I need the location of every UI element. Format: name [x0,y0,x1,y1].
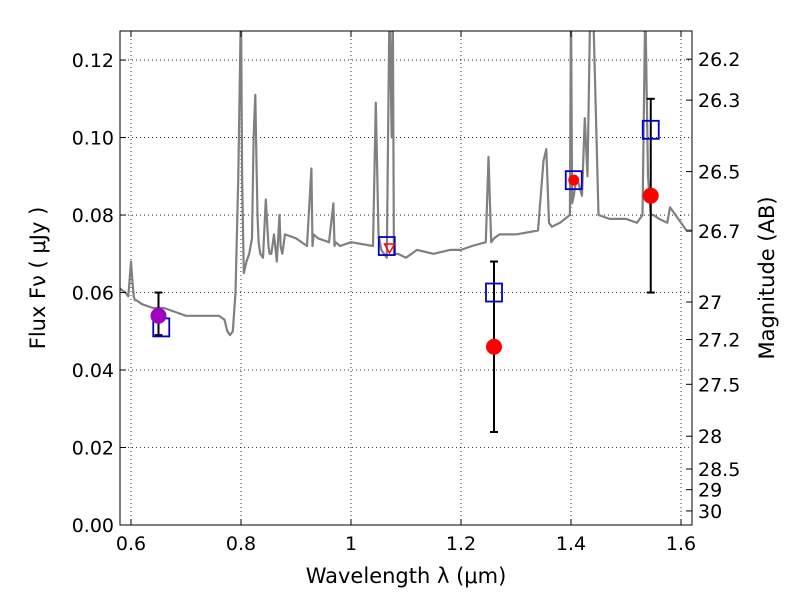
data-points-layer [150,97,660,434]
y-right-tick-label: 29 [698,480,722,502]
y-tick-label: 0.08 [72,205,114,227]
observed-triangle-marker [383,243,396,255]
plot-frame [119,30,693,526]
y-right-tick-label: 27 [698,292,722,314]
model-photometry-box [564,170,583,191]
y-right-tick-label: 26.3 [698,90,740,112]
observed-point [568,174,580,186]
y-tick-label: 0.00 [72,515,114,537]
y-right-tick-label: 26.2 [698,49,740,71]
model-photometry-box [485,282,503,303]
grid [120,31,692,525]
x-axis-label: Wavelength λ (μm) [306,564,507,588]
model-spectrum-layer [120,31,692,337]
observed-point [486,338,502,355]
x-tick-label: 1.2 [446,533,476,555]
y-right-tick-label: 26.5 [698,162,740,184]
model-spectrum-line [120,31,692,337]
x-tick-label: 1.4 [556,533,586,555]
x-tick-label: 1.6 [666,533,696,555]
y-tick-label: 0.10 [72,128,114,150]
observed-point [642,187,659,204]
y-tick-label: 0.06 [72,283,114,305]
y-right-tick-label: 27.2 [698,330,740,352]
observed-point [150,307,167,324]
axis-ticks: 0.6 0.8 1 1.2 1.4 1.6 0.00 0.02 0.04 0.06 0.08 0.10… [72,31,740,555]
y-tick-label: 0.12 [72,50,114,72]
y-axis-label: Flux Fν ( μJy ) [26,207,50,350]
y-tick-label: 0.02 [72,438,114,460]
model-photometry-box [377,236,396,256]
y-tick-label: 0.04 [72,360,114,382]
y-right-tick-label: 27.5 [698,374,740,396]
y-right-tick-label: 26.7 [698,221,740,243]
y-right-tick-label: 30 [698,501,722,523]
model-photometry-box [641,119,660,140]
y-axis-right-label: Magnitude (AB) [755,196,779,359]
x-tick-label: 0.8 [226,533,256,555]
x-tick-label: 1 [345,533,357,555]
y-right-tick-label: 28.5 [698,459,740,481]
x-tick-label: 0.6 [116,533,146,555]
y-right-tick-label: 28 [698,426,722,448]
